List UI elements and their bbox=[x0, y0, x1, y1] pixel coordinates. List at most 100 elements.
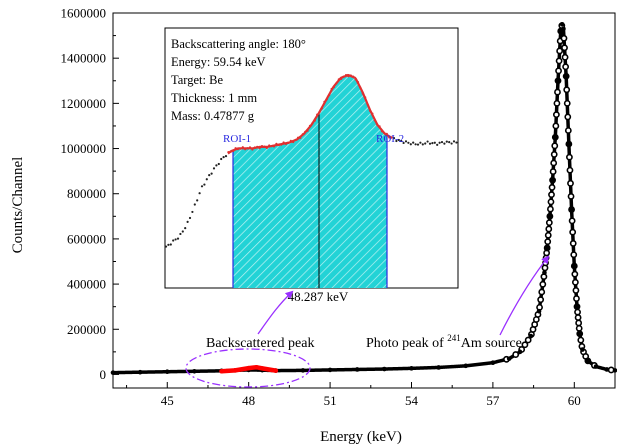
inset-point bbox=[275, 142, 278, 145]
inset-point bbox=[301, 133, 304, 136]
data-point bbox=[564, 127, 572, 134]
inset-point bbox=[426, 140, 429, 143]
data-point bbox=[547, 205, 554, 213]
inset-point bbox=[217, 162, 220, 166]
data-point bbox=[555, 78, 561, 84]
inset-point bbox=[287, 141, 290, 144]
inset-point bbox=[174, 238, 177, 241]
data-point bbox=[549, 168, 557, 175]
inset-point bbox=[342, 75, 345, 78]
inset-point bbox=[356, 81, 360, 84]
data-point bbox=[354, 367, 360, 372]
data-point bbox=[552, 111, 560, 119]
data-point bbox=[536, 308, 542, 314]
inset-point bbox=[311, 122, 314, 125]
inset-point bbox=[455, 141, 458, 144]
inset-point bbox=[452, 140, 456, 143]
photopeak-arrow bbox=[499, 255, 550, 336]
inset-point bbox=[296, 136, 300, 139]
inset-point bbox=[359, 86, 362, 89]
inset-point bbox=[222, 156, 225, 159]
inset-info-line: Thickness: 1 mm bbox=[171, 91, 257, 105]
x-tick-label: 54 bbox=[405, 393, 419, 408]
backscatter-highlight bbox=[219, 364, 279, 374]
highlight-point bbox=[254, 365, 259, 370]
inset-point bbox=[395, 139, 398, 143]
inset-point bbox=[282, 141, 285, 144]
data-point bbox=[550, 159, 558, 167]
inset-point bbox=[272, 145, 276, 148]
backscattered-peak-label: Backscattered peak bbox=[206, 336, 314, 351]
inset-point bbox=[196, 199, 199, 202]
x-tick-label: 45 bbox=[161, 393, 174, 408]
data-point bbox=[517, 349, 523, 355]
data-point bbox=[547, 214, 553, 219]
inset-point bbox=[340, 77, 343, 80]
inset-panel: Backscattering angle: 180° Energy: 59.54… bbox=[164, 27, 459, 304]
data-point bbox=[568, 217, 576, 225]
data-point bbox=[560, 34, 568, 42]
data-point bbox=[574, 308, 581, 316]
data-point bbox=[463, 363, 469, 369]
inset-point bbox=[419, 141, 422, 144]
inset-point bbox=[236, 148, 240, 151]
inset-point bbox=[450, 142, 453, 145]
data-point bbox=[550, 177, 555, 183]
plot-frame bbox=[112, 12, 616, 389]
inset-point bbox=[323, 100, 326, 103]
y-tick-label: 200000 bbox=[67, 322, 106, 337]
highlight-point bbox=[260, 366, 265, 371]
data-point bbox=[574, 314, 582, 321]
data-point bbox=[490, 360, 496, 365]
inset-point bbox=[294, 138, 297, 141]
data-point bbox=[570, 251, 578, 259]
inset-point bbox=[200, 185, 204, 188]
y-tick-label: 400000 bbox=[67, 277, 106, 292]
data-point bbox=[382, 366, 387, 372]
data-point bbox=[537, 296, 545, 304]
data-point bbox=[436, 365, 441, 370]
data-point bbox=[575, 324, 583, 332]
data-point bbox=[552, 122, 560, 130]
inset-point bbox=[304, 130, 307, 133]
inset-point bbox=[368, 109, 372, 112]
inset-point bbox=[380, 130, 384, 133]
data-point bbox=[574, 304, 580, 309]
inset-point bbox=[256, 145, 259, 148]
data-point bbox=[556, 47, 564, 55]
inset-point bbox=[316, 113, 319, 116]
data-point bbox=[571, 278, 579, 286]
data-point bbox=[164, 369, 170, 375]
inset-point bbox=[308, 124, 312, 127]
inset-point bbox=[335, 82, 338, 85]
inset-point bbox=[361, 92, 364, 95]
data-point bbox=[563, 73, 569, 79]
inset-point bbox=[234, 147, 237, 150]
data-point bbox=[604, 367, 610, 372]
highlight-point bbox=[273, 368, 279, 373]
inset-point bbox=[253, 146, 256, 149]
roi-2-label: ROI-2 bbox=[376, 133, 404, 145]
inset-point bbox=[448, 141, 451, 144]
inset-point bbox=[337, 78, 340, 81]
y-tick-label: 1400000 bbox=[61, 51, 107, 66]
inset-point bbox=[433, 141, 436, 144]
data-point bbox=[577, 331, 583, 337]
inset-point bbox=[241, 146, 244, 149]
data-point bbox=[572, 287, 580, 294]
inset-point bbox=[416, 143, 420, 146]
data-point bbox=[575, 319, 583, 327]
inset-info-line: Energy: 59.54 keV bbox=[171, 55, 266, 69]
inset-point bbox=[284, 142, 288, 146]
inset-point bbox=[210, 172, 213, 175]
data-point bbox=[571, 270, 579, 278]
inset-point bbox=[172, 239, 175, 242]
inset-point bbox=[344, 73, 348, 77]
inset-point bbox=[248, 146, 252, 149]
backscatter-highlight-line bbox=[219, 364, 279, 374]
data-point bbox=[585, 358, 591, 364]
data-point bbox=[548, 191, 555, 199]
inset-point bbox=[392, 137, 396, 140]
inset-point bbox=[352, 75, 355, 78]
